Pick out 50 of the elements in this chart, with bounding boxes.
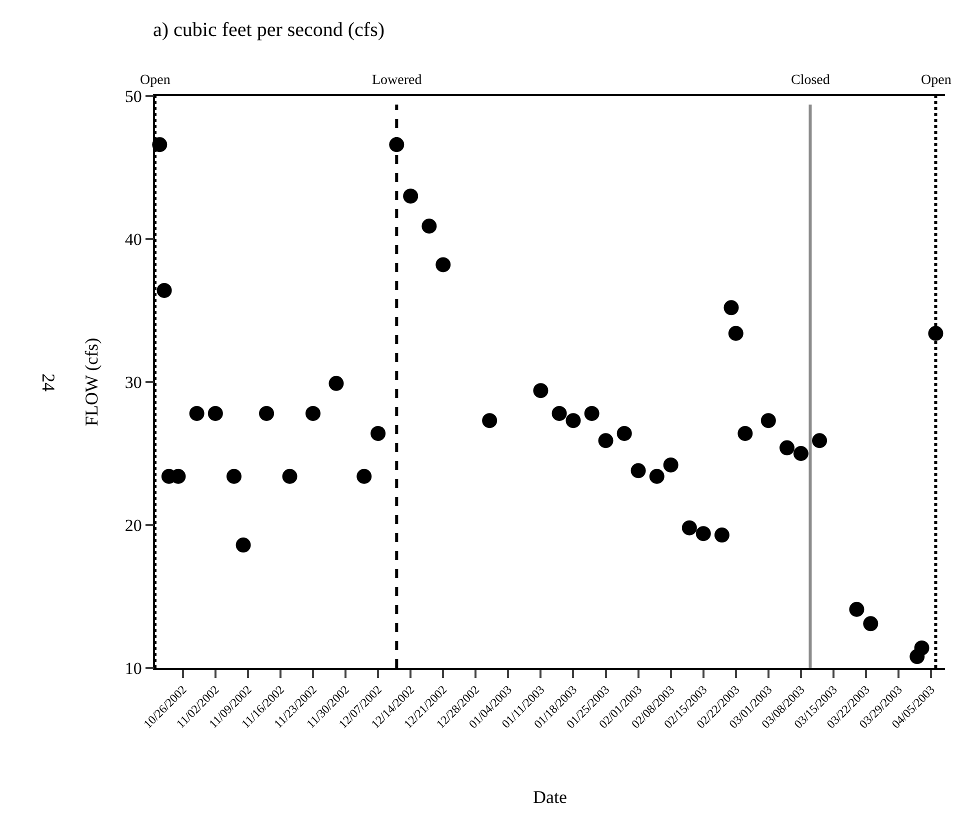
- point: [370, 426, 386, 441]
- point: [863, 616, 878, 632]
- y-tick-label: 40: [124, 230, 142, 249]
- point: [282, 468, 298, 484]
- point: [403, 188, 418, 204]
- x-axis-title: Date: [533, 786, 567, 807]
- ref-line-label: Lowered: [372, 73, 422, 88]
- point: [760, 413, 776, 428]
- point: [422, 218, 437, 234]
- point: [566, 413, 581, 428]
- point: [259, 406, 274, 421]
- point: [724, 300, 739, 316]
- ref-line-label: Open: [140, 73, 170, 88]
- point: [584, 406, 600, 421]
- point: [682, 520, 697, 536]
- point: [156, 282, 172, 298]
- point: [849, 602, 864, 617]
- ref-line-label: Open: [921, 73, 952, 88]
- point: [328, 376, 344, 391]
- chart-title: a) cubic feet per second (cfs): [153, 19, 385, 41]
- y-axis-title: FLOW (cfs): [82, 338, 102, 426]
- y-tick-label: 10: [124, 658, 142, 678]
- point: [696, 526, 711, 542]
- y-tick-label: 30: [124, 372, 142, 392]
- point: [533, 383, 548, 398]
- point: [552, 406, 567, 421]
- point: [812, 433, 828, 448]
- text: 24: [38, 374, 58, 392]
- point: [630, 463, 646, 478]
- point: [780, 440, 794, 456]
- point: [649, 468, 664, 484]
- point: [714, 528, 730, 543]
- y-tick-label: 50: [124, 86, 142, 106]
- point: [236, 538, 251, 553]
- point: [793, 446, 808, 461]
- point: [738, 426, 753, 441]
- point: [208, 406, 223, 421]
- point: [436, 257, 451, 272]
- point: [914, 640, 930, 656]
- point: [728, 326, 744, 341]
- point: [226, 468, 242, 484]
- ref-line-label: Closed: [791, 73, 830, 88]
- point: [598, 433, 614, 448]
- point: [482, 413, 498, 428]
- point: [663, 457, 678, 472]
- point: [306, 406, 320, 421]
- point: [189, 406, 204, 421]
- y-tick-label: 20: [124, 516, 142, 535]
- point: [616, 426, 632, 441]
- point: [356, 468, 372, 484]
